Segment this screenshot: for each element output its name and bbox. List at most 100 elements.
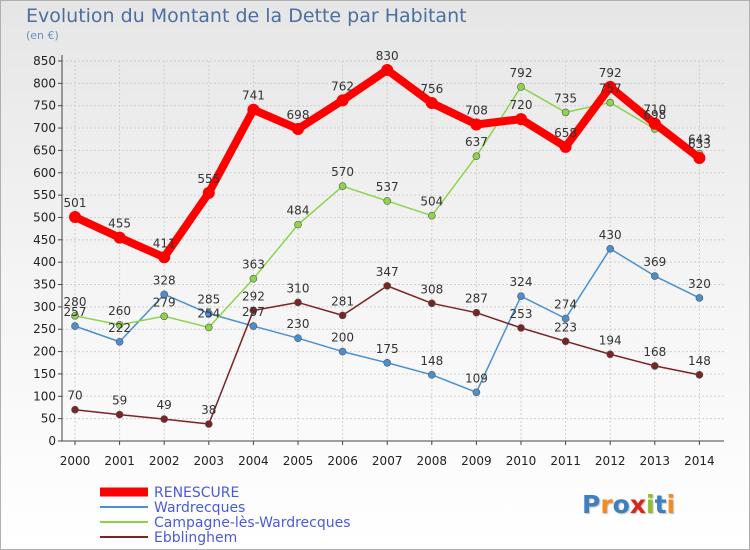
data-label: 762 <box>331 79 354 93</box>
data-point <box>472 308 481 317</box>
data-point <box>650 272 659 280</box>
data-label: 230 <box>287 317 310 331</box>
data-point <box>561 337 570 346</box>
data-point <box>69 211 81 224</box>
data-label: 698 <box>287 108 310 122</box>
data-point <box>249 322 258 330</box>
data-point <box>294 298 302 307</box>
data-label: 830 <box>376 49 399 63</box>
y-tick-label: 550 <box>33 188 56 202</box>
y-tick-label: 250 <box>33 322 56 336</box>
data-label: 501 <box>64 196 87 210</box>
data-point <box>160 415 168 423</box>
x-tick-label: 2014 <box>684 454 715 468</box>
data-label: 320 <box>688 277 711 291</box>
x-tick-label: 2001 <box>104 454 135 468</box>
logo-letter: x <box>629 490 646 519</box>
logo-letter: t <box>654 490 667 519</box>
data-label: 369 <box>643 255 666 269</box>
data-point <box>383 197 392 205</box>
data-point <box>606 98 615 107</box>
x-tick-label: 2007 <box>372 454 403 468</box>
x-tick-label: 2008 <box>417 454 448 468</box>
data-point <box>606 350 615 359</box>
data-point <box>338 347 347 356</box>
data-point <box>71 322 79 330</box>
data-point <box>606 244 615 253</box>
y-tick-label: 100 <box>33 389 56 403</box>
data-label: 194 <box>599 333 622 347</box>
data-label: 411 <box>153 236 176 250</box>
data-label: 633 <box>688 137 711 151</box>
y-tick-label: 50 <box>41 412 56 426</box>
data-label: 658 <box>554 126 577 140</box>
data-point <box>338 182 347 190</box>
legend-label: RENESCURE <box>154 485 239 501</box>
y-tick-label: 0 <box>48 434 56 448</box>
data-point <box>336 94 349 107</box>
data-label: 59 <box>112 394 127 408</box>
x-tick-label: 2004 <box>238 454 269 468</box>
data-label: 741 <box>242 89 265 103</box>
y-tick-label: 650 <box>33 143 56 157</box>
data-label: 254 <box>197 306 220 320</box>
data-point <box>202 186 215 199</box>
data-label: 287 <box>465 292 488 306</box>
data-label: 281 <box>331 294 354 308</box>
data-point <box>695 294 704 302</box>
data-point <box>338 311 347 320</box>
data-label: 310 <box>287 281 310 295</box>
data-point <box>71 312 79 320</box>
x-tick-label: 2011 <box>550 454 581 468</box>
logo-letter: P <box>582 490 601 519</box>
legend-label: Wardrecques <box>154 500 245 516</box>
x-tick-label: 2006 <box>327 454 358 468</box>
data-label: 720 <box>510 98 533 112</box>
data-label: 223 <box>554 320 577 334</box>
legend: RENESCUREWardrecquesCampagne-lès-Wardrec… <box>100 485 351 546</box>
x-tick-label: 2005 <box>283 454 314 468</box>
data-point <box>425 97 438 110</box>
data-label: 148 <box>688 354 711 368</box>
logo-letter: i <box>666 490 676 519</box>
data-point <box>650 362 659 370</box>
data-label: 200 <box>331 331 354 345</box>
data-point <box>115 320 124 329</box>
y-tick-label: 200 <box>33 345 56 359</box>
data-point <box>205 323 213 332</box>
data-label: 260 <box>108 304 131 318</box>
data-label: 698 <box>643 108 666 122</box>
data-point <box>115 337 124 346</box>
legend-label: Campagne-lès-Wardrecques <box>154 515 351 531</box>
data-label: 555 <box>197 172 220 186</box>
logo-letter: r <box>600 490 613 519</box>
data-label: 570 <box>331 165 354 179</box>
logo-letter: o <box>612 490 630 519</box>
series-group <box>69 63 706 428</box>
y-tick-label: 150 <box>33 367 56 381</box>
data-label: 148 <box>420 354 443 368</box>
data-label: 285 <box>197 293 220 307</box>
data-point <box>160 290 168 299</box>
data-point <box>695 371 704 379</box>
data-point <box>517 83 525 91</box>
data-label: 280 <box>64 295 87 309</box>
data-point <box>71 405 79 414</box>
chart-title: Evolution du Montant de la Dette par Hab… <box>26 5 467 27</box>
data-label: 484 <box>287 204 310 218</box>
logo-letter: i <box>646 490 655 519</box>
x-tick-label: 2002 <box>149 454 180 468</box>
data-point <box>648 117 661 130</box>
x-tick-label: 2009 <box>461 454 492 468</box>
data-point <box>693 152 706 165</box>
data-point <box>247 103 260 116</box>
data-point <box>381 63 394 76</box>
y-tick-label: 450 <box>33 233 56 247</box>
data-label: 363 <box>242 258 265 272</box>
data-point <box>160 312 168 321</box>
data-label: 430 <box>599 228 622 242</box>
x-tick-label: 2000 <box>60 454 91 468</box>
legend-label: Ebblinghem <box>154 530 237 546</box>
data-label: 38 <box>201 403 216 417</box>
